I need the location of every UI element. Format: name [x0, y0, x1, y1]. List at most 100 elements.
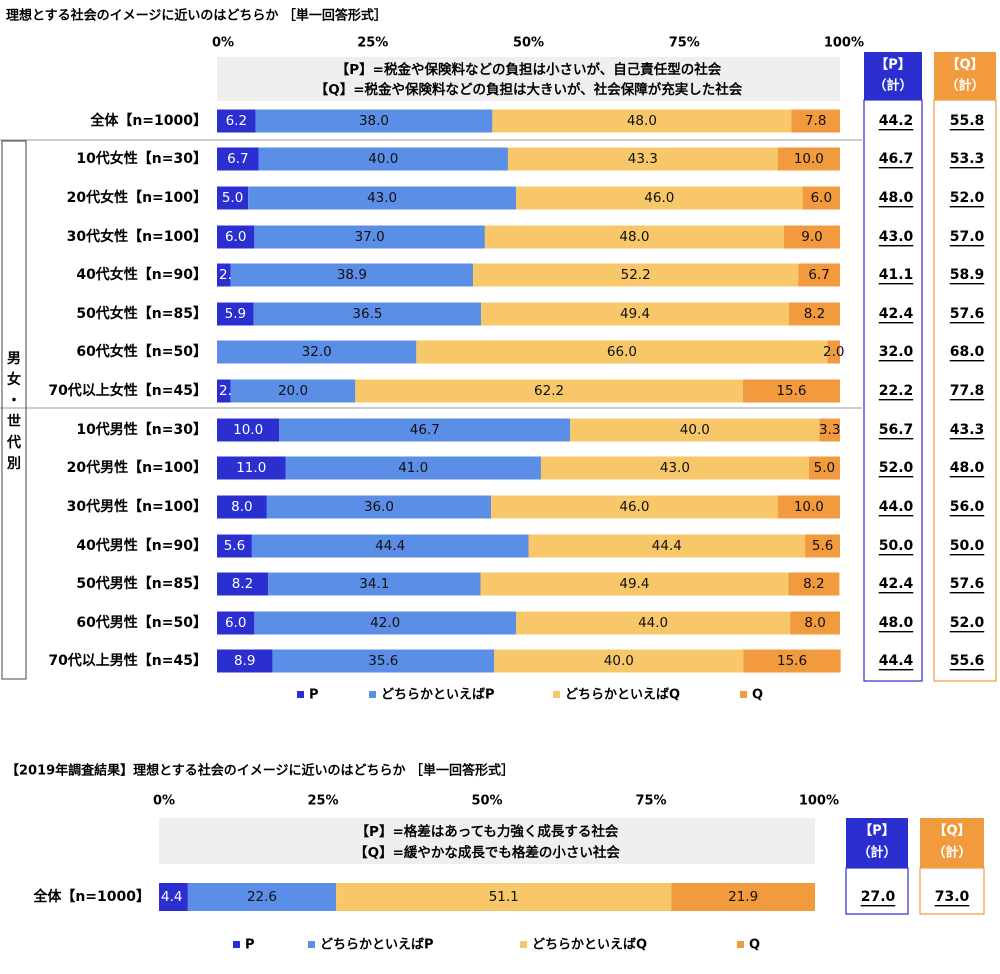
bar-segment — [777, 147, 840, 171]
p-total-value: 42.4 — [879, 576, 914, 592]
group-bracket — [1, 140, 27, 680]
definition-box — [217, 57, 840, 101]
bar-segment — [473, 263, 799, 287]
bar-segment — [802, 186, 840, 210]
data-label: 40.0 — [604, 653, 634, 669]
data-label: 37.0 — [355, 229, 385, 245]
data-label: 8.0 — [804, 615, 825, 631]
data-label: 38.9 — [337, 267, 367, 283]
bar-segment — [279, 418, 571, 442]
data-label: 5.6 — [812, 538, 833, 554]
q-total-value: 52.0 — [950, 615, 985, 631]
tick-label: 50% — [513, 36, 544, 51]
bar-segment — [528, 534, 806, 558]
bar-segment — [217, 340, 417, 364]
q-total-value: 52.0 — [950, 190, 985, 206]
definition-q: 【Q】=税金や保険料などの負担は大きいが、社会保障が充実した社会 — [315, 81, 743, 98]
row-label: 10代男性【n=30】 — [76, 421, 207, 438]
group-label-char: 男 — [7, 351, 21, 367]
legend-swatch — [520, 941, 527, 948]
q-total-value: 77.8 — [950, 383, 985, 399]
bar-row: 全体【n=1000】 6.2 38.0 48.0 7.8 44.2 55.8 — [89, 109, 984, 133]
bar-segment — [788, 572, 840, 596]
bar-segment — [808, 456, 840, 480]
legend-label: どちらかといえばQ — [532, 938, 647, 953]
bar-segment — [251, 534, 529, 558]
row-label: 70代以上女性【n=45】 — [48, 382, 207, 399]
p-total-value: 42.4 — [879, 306, 914, 322]
row-label: 50代男性【n=85】 — [76, 575, 207, 592]
bar-segment — [268, 572, 481, 596]
q-total-header — [934, 52, 996, 100]
bar-segment — [266, 495, 492, 519]
data-label: 10.0 — [794, 499, 824, 515]
bar-row: 20代男性【n=100】 11.0 41.0 43.0 5.0 52.0 48.0 — [67, 456, 985, 480]
p-total-value: 44.0 — [879, 499, 914, 515]
data-label: 4.4 — [161, 889, 182, 905]
data-label: 10.0 — [233, 422, 263, 438]
p-total-value: 32.0 — [879, 344, 914, 360]
p-total-value: 48.0 — [879, 615, 914, 631]
data-label: 6.7 — [808, 267, 829, 283]
bar-row: 40代男性【n=90】 5.6 44.4 44.4 5.6 50.0 50.0 — [76, 534, 985, 558]
bar-segment — [217, 495, 267, 519]
data-label: 10.0 — [794, 151, 824, 167]
data-label: 44.4 — [652, 538, 682, 554]
p-total-value: 41.1 — [879, 267, 914, 283]
data-label: 6.2 — [226, 113, 247, 129]
bar-segment — [805, 534, 840, 558]
data-label: 22.6 — [247, 889, 277, 905]
chart-title: 理想とする社会のイメージに近いのはどちらか ［単一回答形式］ — [6, 8, 387, 24]
p-total-value: 56.7 — [879, 422, 914, 438]
bar-row: 50代男性【n=85】 8.2 34.1 49.4 8.2 42.4 57.6 — [76, 572, 985, 596]
bar-row: 10代女性【n=30】 6.7 40.0 43.3 10.0 46.7 53.3 — [76, 147, 984, 171]
bar-row: 60代女性【n=50】 32.0 66.0 2.0 32.0 68.0 — [76, 340, 985, 364]
bar-row: 40代女性【n=90】 2.2 38.9 52.2 6.7 41.1 58.9 — [76, 263, 984, 287]
bar-segment — [217, 379, 231, 403]
bar-segment — [494, 649, 744, 673]
row-label: 50代女性【n=85】 — [76, 305, 207, 322]
bar-row: 70代以上女性【n=45】 2.2 20.0 62.2 15.6 22.2 77.8 — [48, 379, 985, 403]
data-label: 20.0 — [278, 383, 308, 399]
group-label-char: 世 — [7, 413, 21, 430]
data-label: 48.0 — [619, 229, 649, 245]
definition-q: 【Q】=緩やかな成長でも格差の小さい社会 — [354, 844, 620, 861]
data-label: 7.8 — [805, 113, 826, 129]
p-total-value: 44.2 — [879, 113, 914, 129]
bar-segment — [516, 186, 803, 210]
row-label: 全体【n=1000】 — [89, 112, 207, 129]
legend-label: どちらかといえばQ — [565, 688, 680, 703]
bar-row: 20代女性【n=100】 5.0 43.0 46.0 6.0 48.0 52.0 — [67, 186, 985, 210]
bar-segment — [230, 263, 474, 287]
legend-swatch — [308, 941, 315, 948]
row-label: 20代男性【n=100】 — [67, 459, 207, 476]
p-total-column — [863, 99, 923, 682]
bar-segment — [355, 379, 743, 403]
row-label: 30代女性【n=100】 — [67, 228, 207, 245]
q-total-header-label: 【Q】 — [933, 823, 970, 839]
bar-segment — [416, 340, 828, 364]
bar-segment — [272, 649, 495, 673]
q-total-value: 57.6 — [950, 576, 985, 592]
q-total-value: 55.6 — [950, 653, 985, 669]
legend-swatch — [740, 691, 747, 698]
data-label: 9.0 — [801, 229, 822, 245]
row-label: 20代女性【n=100】 — [67, 189, 207, 206]
data-label: 49.4 — [620, 306, 650, 322]
p-total-column — [845, 867, 909, 915]
q-total-value: 43.3 — [950, 422, 985, 438]
bar-row: 全体【n=1000】 4.4 22.6 51.1 21.9 27.0 73.0 — [32, 883, 970, 911]
bar-segment — [788, 302, 840, 326]
bar-segment — [254, 611, 517, 635]
legend-swatch — [737, 941, 744, 948]
bar-segment — [217, 109, 256, 133]
legend: P どちらかといえばP どちらかといえばQ Q — [233, 938, 760, 953]
legend-label: Q — [749, 938, 760, 953]
bar-row: 30代男性【n=100】 8.0 36.0 46.0 10.0 44.0 56.0 — [67, 495, 985, 519]
bar-segment — [217, 263, 231, 287]
p-total-value: 46.7 — [879, 151, 914, 167]
q-total-value: 73.0 — [935, 889, 970, 905]
data-label: 38.0 — [359, 113, 389, 129]
data-label: 32.0 — [302, 344, 332, 360]
legend: P どちらかといえばP どちらかといえばQ Q — [297, 688, 763, 703]
